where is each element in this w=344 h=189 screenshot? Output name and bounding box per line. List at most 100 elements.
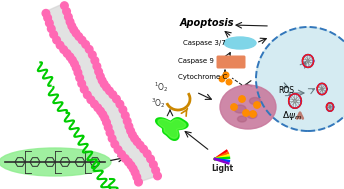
Circle shape	[143, 150, 151, 157]
Ellipse shape	[224, 37, 256, 49]
Circle shape	[133, 173, 141, 181]
Circle shape	[135, 178, 142, 186]
Text: Cytochrome C: Cytochrome C	[178, 74, 227, 80]
Circle shape	[123, 117, 131, 125]
Circle shape	[111, 140, 119, 148]
Circle shape	[70, 26, 77, 34]
Circle shape	[152, 167, 160, 174]
Circle shape	[133, 138, 141, 146]
Circle shape	[125, 158, 132, 166]
Circle shape	[63, 8, 71, 15]
Circle shape	[150, 161, 157, 168]
Circle shape	[82, 41, 89, 48]
Circle shape	[129, 165, 137, 173]
Circle shape	[231, 104, 237, 110]
Circle shape	[68, 56, 76, 64]
Circle shape	[47, 25, 55, 33]
Circle shape	[101, 114, 109, 122]
Text: $\Delta\psi_m$: $\Delta\psi_m$	[282, 108, 302, 122]
Circle shape	[45, 19, 53, 27]
Ellipse shape	[249, 98, 260, 105]
Circle shape	[78, 80, 86, 88]
Circle shape	[131, 135, 138, 142]
Text: ROS: ROS	[278, 86, 294, 95]
Circle shape	[118, 151, 126, 158]
Circle shape	[85, 46, 93, 53]
Circle shape	[66, 53, 74, 61]
Circle shape	[44, 14, 52, 22]
Circle shape	[127, 127, 135, 135]
Circle shape	[129, 131, 136, 139]
Circle shape	[71, 60, 78, 67]
Circle shape	[250, 111, 256, 117]
Circle shape	[91, 57, 99, 64]
Circle shape	[223, 72, 229, 78]
Text: Light: Light	[211, 164, 233, 173]
Circle shape	[66, 18, 74, 26]
Circle shape	[121, 155, 129, 162]
Circle shape	[112, 95, 120, 103]
Circle shape	[121, 112, 129, 119]
Circle shape	[140, 145, 147, 153]
Text: $^3$O$_2$: $^3$O$_2$	[151, 96, 165, 109]
Ellipse shape	[237, 116, 247, 122]
Ellipse shape	[247, 112, 257, 119]
Circle shape	[80, 86, 88, 93]
Circle shape	[93, 63, 101, 70]
Circle shape	[87, 96, 95, 104]
Text: $^1$O$_2$: $^1$O$_2$	[154, 81, 168, 94]
Circle shape	[97, 107, 104, 115]
Circle shape	[99, 111, 107, 118]
Circle shape	[106, 129, 114, 137]
Circle shape	[256, 27, 344, 131]
Circle shape	[65, 13, 72, 21]
Circle shape	[127, 162, 135, 169]
Circle shape	[254, 102, 260, 108]
Circle shape	[56, 41, 64, 49]
Circle shape	[103, 119, 110, 126]
Text: Caspase 3/7: Caspase 3/7	[183, 40, 226, 46]
Circle shape	[60, 46, 67, 53]
Circle shape	[74, 69, 82, 76]
Circle shape	[53, 36, 61, 44]
Circle shape	[42, 9, 50, 17]
Circle shape	[106, 87, 113, 95]
Circle shape	[61, 2, 68, 9]
Circle shape	[116, 100, 124, 108]
Circle shape	[73, 64, 80, 72]
Circle shape	[154, 172, 161, 180]
Circle shape	[98, 77, 106, 84]
Circle shape	[103, 84, 110, 91]
Circle shape	[78, 36, 86, 44]
Circle shape	[72, 29, 80, 37]
Circle shape	[239, 96, 245, 102]
Circle shape	[50, 31, 57, 38]
Circle shape	[147, 155, 154, 163]
Circle shape	[95, 68, 103, 75]
Circle shape	[104, 124, 112, 131]
Polygon shape	[48, 5, 155, 181]
Circle shape	[84, 91, 91, 99]
Circle shape	[91, 100, 98, 108]
Circle shape	[119, 106, 127, 113]
Polygon shape	[158, 119, 186, 138]
Ellipse shape	[0, 148, 111, 176]
FancyBboxPatch shape	[216, 56, 246, 68]
Circle shape	[63, 50, 71, 57]
Circle shape	[114, 146, 122, 153]
Circle shape	[97, 73, 104, 80]
Circle shape	[109, 91, 117, 98]
Ellipse shape	[234, 105, 246, 113]
Circle shape	[125, 122, 133, 130]
Circle shape	[75, 33, 83, 40]
Polygon shape	[155, 118, 188, 140]
Circle shape	[136, 141, 144, 149]
Circle shape	[94, 104, 101, 112]
Circle shape	[226, 79, 232, 85]
Circle shape	[131, 169, 139, 176]
Circle shape	[108, 135, 116, 142]
Circle shape	[88, 51, 96, 59]
Ellipse shape	[220, 85, 276, 129]
Circle shape	[219, 76, 225, 82]
Text: Caspase 9: Caspase 9	[178, 58, 214, 64]
